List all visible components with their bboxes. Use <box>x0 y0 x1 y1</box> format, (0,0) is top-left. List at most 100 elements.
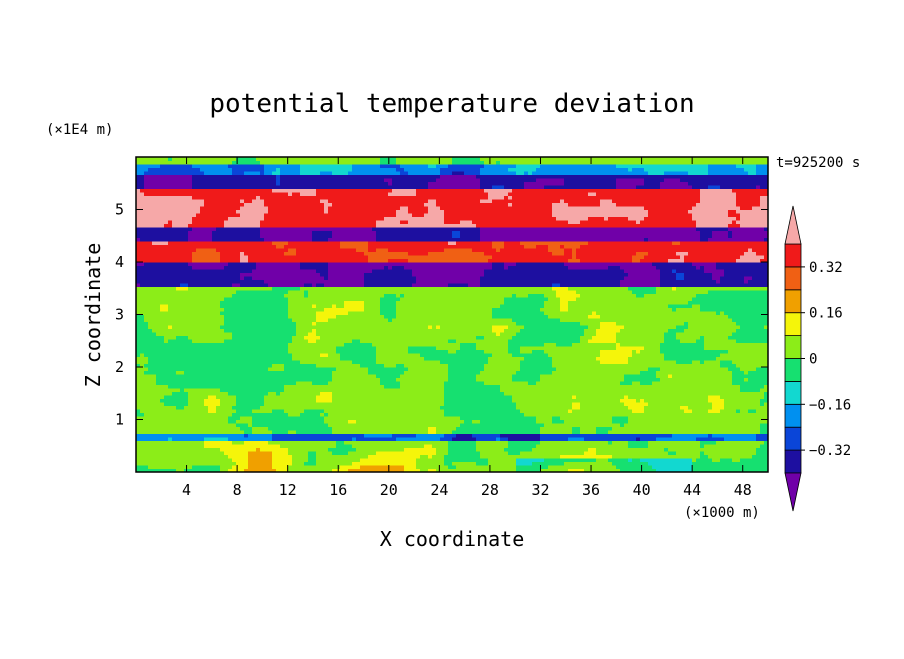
contour-cell <box>328 206 401 211</box>
contour-cell <box>240 206 269 211</box>
contour-cell <box>192 195 257 200</box>
contour-cell <box>452 171 465 176</box>
contour-cell <box>144 412 233 417</box>
contour-cell <box>740 384 765 389</box>
contour-cell <box>136 388 181 393</box>
contour-cell <box>756 185 761 190</box>
contour-cell <box>232 160 261 165</box>
contour-cell <box>400 297 505 302</box>
contour-cell <box>500 160 769 165</box>
contour-cell <box>148 367 269 372</box>
contour-cell <box>588 314 601 319</box>
contour-cell <box>436 430 453 435</box>
contour-cell <box>560 307 569 312</box>
contour-cell <box>500 384 741 389</box>
contour-cell <box>428 199 437 204</box>
contour-cell <box>716 311 721 316</box>
contour-cell <box>664 178 681 183</box>
contour-cell <box>752 206 769 211</box>
contour-cell <box>336 304 345 309</box>
contour-cell <box>580 244 769 249</box>
contour-cell <box>540 468 569 473</box>
contour-cell <box>220 300 289 305</box>
contour-cell <box>520 367 557 372</box>
contour-cell <box>300 192 317 197</box>
contour-cell <box>220 468 229 473</box>
contour-cell <box>748 370 769 375</box>
contour-cell <box>692 465 769 470</box>
contour-cell <box>560 416 613 421</box>
contour-cell <box>244 251 285 256</box>
contour-cell <box>176 405 185 410</box>
contour-cell <box>436 164 449 169</box>
contour-cell <box>696 220 733 225</box>
contour-cell <box>144 171 205 176</box>
contour-cell <box>136 188 141 193</box>
contour-cell <box>656 437 697 442</box>
contour-cell <box>136 276 241 281</box>
contour-cell <box>708 395 721 400</box>
contour-cell <box>688 251 745 256</box>
contour-cell <box>384 293 397 298</box>
contour-cell <box>764 325 769 330</box>
contour-cell <box>296 332 309 337</box>
contour-cell <box>452 157 481 162</box>
contour-cell <box>484 269 625 274</box>
contour-cell <box>320 335 477 340</box>
contour-cell <box>692 304 701 309</box>
contour-cell <box>660 276 677 281</box>
colorbar-box <box>784 266 802 291</box>
contour-cell <box>600 360 629 365</box>
contour-cell <box>608 265 621 270</box>
contour-cell <box>516 171 525 176</box>
contour-cell <box>736 164 757 169</box>
contour-cell <box>460 423 545 428</box>
contour-cell <box>692 185 709 190</box>
contour-cell <box>248 255 369 260</box>
contour-cell <box>696 265 701 270</box>
contour-cell <box>136 293 233 298</box>
contour-cell <box>364 307 381 312</box>
contour-cell <box>620 328 669 333</box>
contour-cell <box>540 430 573 435</box>
contour-cell <box>320 272 329 277</box>
contour-cell <box>224 451 249 456</box>
contour-cell <box>144 314 225 319</box>
contour-cell <box>476 342 509 347</box>
contour-cell <box>648 171 665 176</box>
contour-cell <box>496 437 501 442</box>
contour-cell <box>448 447 477 452</box>
contour-cell <box>280 174 441 179</box>
contour-cell <box>500 248 549 253</box>
contour-cell <box>136 171 145 176</box>
contour-cell <box>300 171 321 176</box>
contour-cell <box>328 412 445 417</box>
contour-cell <box>508 451 521 456</box>
contour-cell <box>268 283 305 288</box>
contour-cell <box>300 167 353 172</box>
contour-cell <box>364 272 413 277</box>
contour-cell <box>624 269 661 274</box>
contour-cell <box>428 468 437 473</box>
contour-cell <box>380 297 401 302</box>
contour-cell <box>136 409 141 414</box>
contour-cell <box>564 419 613 424</box>
contour-cell <box>640 381 653 386</box>
contour-cell <box>248 458 273 463</box>
contour-cell <box>200 206 241 211</box>
contour-cell <box>468 283 481 288</box>
contour-cell <box>228 419 237 424</box>
contour-cell <box>376 237 481 242</box>
contour-cell <box>136 367 149 372</box>
contour-cell <box>136 178 145 183</box>
contour-cell <box>596 451 669 456</box>
contour-cell <box>136 377 157 382</box>
contour-cell <box>692 461 769 466</box>
contour-cell <box>664 447 669 452</box>
contour-cell <box>316 328 493 333</box>
contour-cell <box>296 381 313 386</box>
contour-cell <box>632 167 645 172</box>
contour-cell <box>596 332 617 337</box>
contour-cell <box>736 339 769 344</box>
contour-cell <box>480 454 561 459</box>
